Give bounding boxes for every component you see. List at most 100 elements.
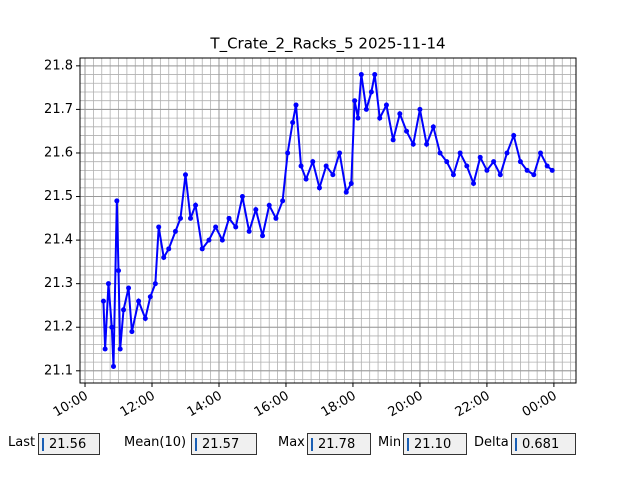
- data-point: [285, 150, 291, 156]
- data-point: [280, 198, 286, 204]
- data-point: [337, 150, 343, 156]
- data-point: [142, 316, 148, 322]
- data-point: [110, 363, 116, 369]
- data-point: [524, 167, 530, 173]
- data-point: [172, 228, 178, 234]
- data-point: [121, 307, 127, 313]
- data-point: [372, 72, 378, 78]
- data-point: [233, 224, 239, 230]
- data-point: [147, 294, 153, 300]
- y-tick-label: 21.1: [44, 363, 73, 378]
- data-point: [226, 215, 232, 221]
- data-point: [437, 150, 443, 156]
- data-point: [444, 159, 450, 165]
- data-point: [303, 176, 309, 182]
- data-point: [424, 141, 430, 147]
- data-point: [182, 172, 188, 178]
- data-point: [397, 111, 403, 117]
- data-point: [368, 89, 374, 95]
- data-point: [430, 124, 436, 130]
- data-point: [457, 150, 463, 156]
- data-point: [358, 72, 364, 78]
- data-point: [477, 154, 483, 160]
- x-tick-label: 16:00: [252, 389, 292, 421]
- x-tick-label: 18:00: [319, 389, 359, 421]
- data-point: [390, 137, 396, 143]
- data-point: [484, 167, 490, 173]
- status-value[interactable]: 21.57: [191, 433, 257, 455]
- data-point: [273, 215, 279, 221]
- data-point: [504, 150, 510, 156]
- status-value[interactable]: 21.78: [307, 433, 371, 455]
- x-tick-label: 20:00: [386, 389, 426, 421]
- data-point: [156, 224, 162, 230]
- status-label: Min: [378, 435, 402, 450]
- data-point: [464, 163, 470, 169]
- data-point: [404, 128, 410, 134]
- x-tick-label: 14:00: [185, 389, 225, 421]
- status-label: Mean(10): [124, 435, 187, 450]
- y-tick-label: 21.4: [44, 233, 73, 248]
- data-point: [266, 202, 272, 208]
- data-point: [188, 215, 194, 221]
- status-label: Last: [8, 435, 36, 450]
- data-point: [126, 285, 132, 291]
- data-point: [293, 102, 299, 108]
- plot-frame: [79, 57, 577, 384]
- data-point: [343, 189, 349, 195]
- data-point: [531, 172, 537, 178]
- chart: T_Crate_2_Racks_5 2025-11-14 10:00 12:00 1…: [44, 35, 577, 421]
- data-point: [105, 281, 111, 287]
- data-point: [417, 106, 423, 112]
- data-point: [316, 185, 322, 191]
- data-point: [136, 298, 142, 304]
- x-tick-label: 10:00: [51, 389, 91, 421]
- data-point: [298, 163, 304, 169]
- x-tick-label: 22:00: [453, 389, 493, 421]
- y-tick-label: 21.6: [44, 145, 73, 160]
- data-point: [377, 115, 383, 121]
- y-tick-label: 21.7: [44, 102, 73, 117]
- data-point: [177, 215, 183, 221]
- data-point: [206, 237, 212, 243]
- data-point: [129, 329, 135, 335]
- x-tick-label: 00:00: [520, 389, 560, 421]
- data-point: [450, 172, 456, 178]
- status-label: Max: [278, 435, 305, 450]
- data-point: [537, 150, 543, 156]
- data-point: [290, 119, 296, 125]
- data-point: [352, 98, 358, 104]
- status-value[interactable]: 21.56: [38, 433, 100, 455]
- data-point: [517, 159, 523, 165]
- data-point: [116, 268, 122, 274]
- status-label: Delta: [474, 435, 509, 450]
- data-point: [491, 159, 497, 165]
- data-point: [161, 255, 167, 261]
- data-point: [383, 102, 389, 108]
- y-tick-label: 21.8: [44, 58, 73, 73]
- data-point: [213, 224, 219, 230]
- data-point: [109, 324, 115, 330]
- data-point: [310, 159, 316, 165]
- data-point: [219, 237, 225, 243]
- y-tick-label: 21.3: [44, 276, 73, 291]
- data-point: [253, 207, 259, 213]
- data-point: [363, 106, 369, 112]
- x-tick-label: 12:00: [118, 389, 158, 421]
- data-point: [544, 163, 550, 169]
- data-point: [323, 163, 329, 169]
- y-tick-label: 21.5: [44, 189, 73, 204]
- data-point: [152, 281, 158, 287]
- data-point: [193, 202, 199, 208]
- status-value[interactable]: 21.10: [403, 433, 467, 455]
- data-point: [497, 172, 503, 178]
- data-point: [246, 228, 252, 234]
- data-point: [511, 133, 517, 139]
- y-tick-label: 21.2: [44, 320, 73, 335]
- data-point: [330, 172, 336, 178]
- data-point: [100, 298, 106, 304]
- data-point: [549, 167, 555, 173]
- status-value[interactable]: 0.681: [511, 433, 576, 455]
- data-point: [260, 233, 266, 239]
